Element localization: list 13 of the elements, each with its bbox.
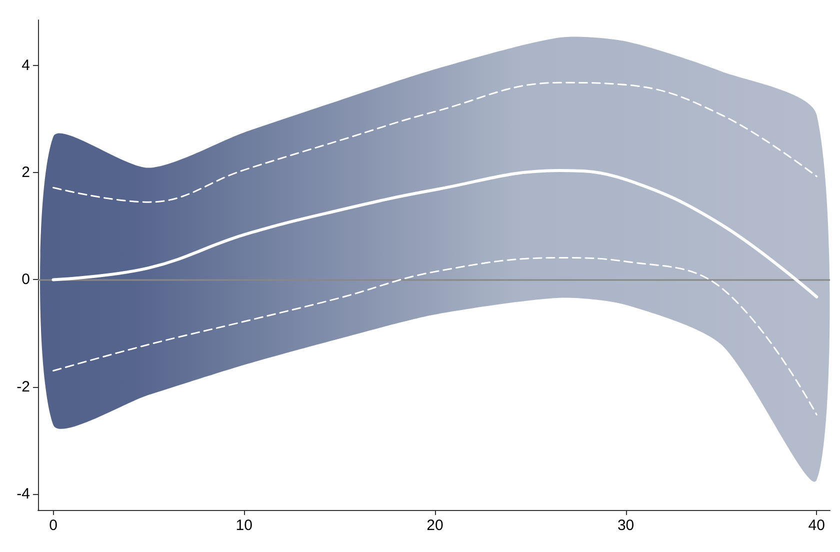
line-series <box>52 168 818 298</box>
y-tick-label: -2 <box>16 378 30 396</box>
y-tick-label: 2 <box>22 164 30 182</box>
y-tick-label: 0 <box>22 271 30 288</box>
x-tick-label: 0 <box>49 517 58 534</box>
x-tick-label: 40 <box>808 517 825 534</box>
x-tick-label: 20 <box>426 517 444 534</box>
x-tick-label: 30 <box>617 517 634 534</box>
line-series <box>52 82 818 203</box>
x-tick-label: 10 <box>236 517 252 534</box>
y-tick-label: 4 <box>22 57 30 74</box>
y-tick-label: -4 <box>16 485 30 502</box>
line-series <box>52 257 818 416</box>
